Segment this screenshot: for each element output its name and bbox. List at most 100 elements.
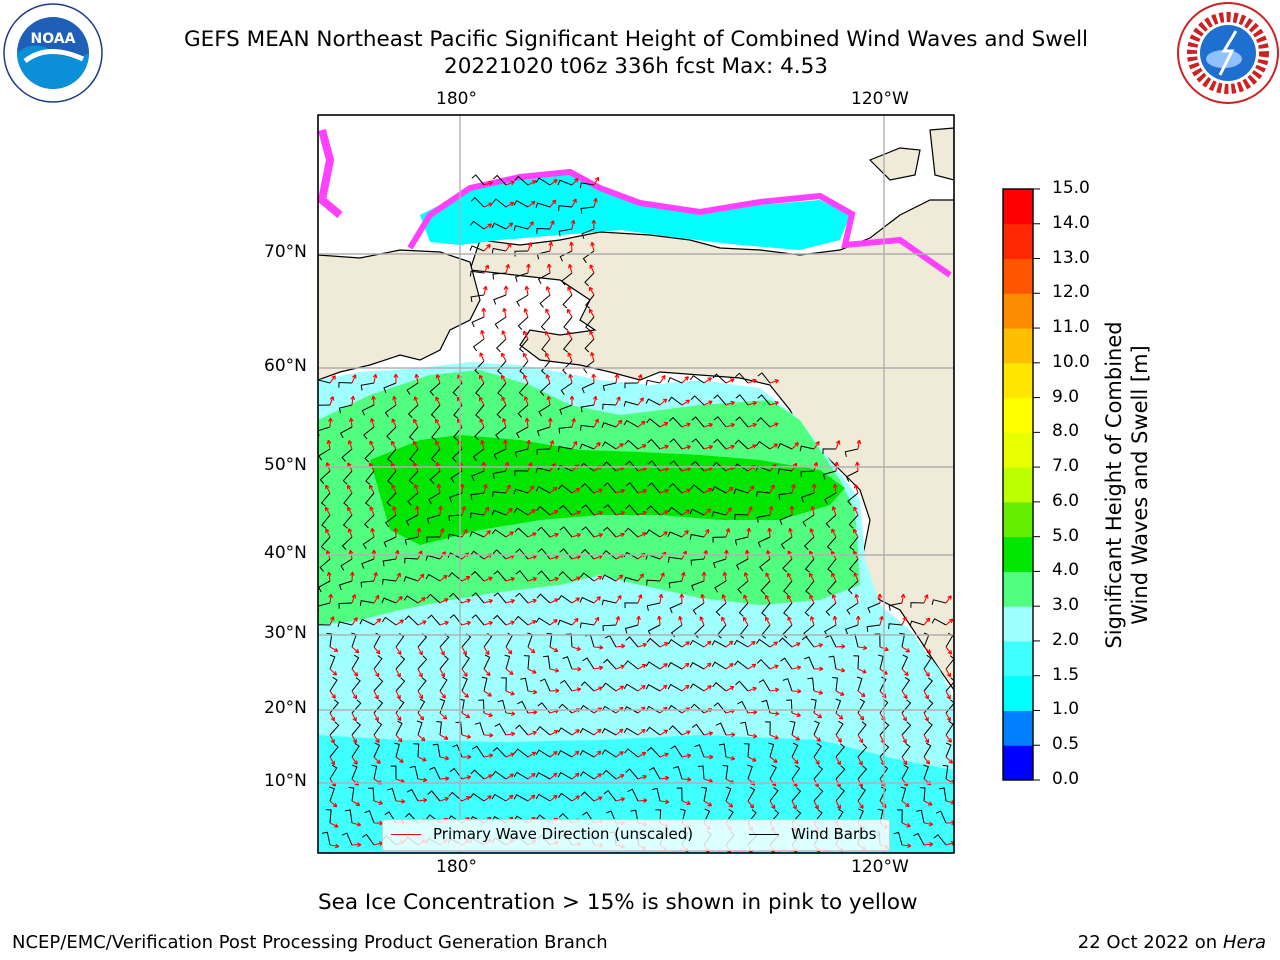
wind-barb <box>667 662 683 670</box>
wave-direction-arrow <box>945 595 952 604</box>
wind-barb <box>497 382 507 397</box>
wave-direction-arrow <box>373 800 383 805</box>
wind-barb <box>689 508 705 516</box>
wind-barb <box>491 770 507 780</box>
wind-barb <box>448 791 463 802</box>
wind-barb <box>558 426 573 434</box>
wind-barb <box>519 360 529 375</box>
wave-direction-arrow <box>369 440 375 450</box>
wind-barb <box>737 580 749 594</box>
wave-direction-arrow <box>593 773 602 780</box>
wave-direction-arrow <box>593 616 600 626</box>
wave-direction-arrow <box>571 687 582 692</box>
wind-barb <box>647 624 661 636</box>
wave-direction-arrow <box>461 646 467 656</box>
wave-direction-arrow <box>439 755 450 761</box>
wind-barb <box>471 470 485 481</box>
wind-barb <box>900 786 907 802</box>
wind-barb <box>562 656 573 670</box>
wind-barb <box>668 482 683 494</box>
wind-barb <box>755 440 771 450</box>
wind-barb <box>558 504 573 516</box>
wave-direction-arrow <box>659 663 668 670</box>
wave-direction-arrow <box>348 417 354 428</box>
wind-barb <box>691 460 705 472</box>
wave-direction-arrow <box>703 508 712 516</box>
wind-barb <box>450 470 463 483</box>
wind-barb <box>711 511 727 517</box>
wave-direction-arrow <box>351 594 357 604</box>
wave-direction-arrow <box>527 668 537 674</box>
wind-barb <box>581 526 595 538</box>
wind-barb <box>945 677 954 692</box>
wave-direction-arrow <box>417 712 425 721</box>
wave-direction-arrow <box>571 617 579 626</box>
wave-direction-arrow <box>923 841 934 847</box>
wind-barb <box>623 576 639 583</box>
wave-direction-arrow <box>350 395 356 406</box>
wind-barb <box>451 448 463 463</box>
wind-barb <box>325 809 332 824</box>
wind-barb <box>857 743 868 758</box>
wave-direction-arrow <box>479 352 485 362</box>
wind-barb <box>407 404 419 419</box>
wave-direction-arrow <box>791 800 797 810</box>
wave-direction-arrow <box>637 444 647 450</box>
wave-direction-arrow <box>523 330 529 340</box>
wind-barb <box>361 404 375 416</box>
wind-barb <box>429 470 441 484</box>
wave-direction-arrow <box>501 418 507 428</box>
wind-barb <box>712 558 727 569</box>
wave-direction-arrow <box>791 756 799 765</box>
wave-direction-arrow <box>505 620 515 626</box>
wind-barb <box>692 602 705 615</box>
wind-barb <box>874 633 881 648</box>
wind-barb <box>583 360 595 374</box>
wave-direction-arrow <box>658 593 664 604</box>
wind-barb <box>759 558 771 572</box>
colorbar-tick-label: 8.0 <box>1052 421 1080 442</box>
wind-barb <box>341 536 353 551</box>
wave-direction-arrow <box>659 752 669 758</box>
wind-barb <box>945 655 954 670</box>
wave-direction-arrow <box>659 422 669 428</box>
wind-barb <box>942 764 949 780</box>
wind-barb <box>514 615 529 626</box>
wave-direction-arrow <box>395 690 401 700</box>
wind-barb <box>492 549 507 560</box>
wind-barb <box>363 426 375 440</box>
wind-barb <box>780 657 793 670</box>
wave-direction-arrow <box>747 400 757 406</box>
wave-direction-arrow <box>373 756 381 765</box>
wind-barb <box>326 632 333 648</box>
wind-barb <box>515 570 529 582</box>
wave-direction-arrow <box>329 375 336 384</box>
wave-direction-arrow <box>813 690 824 695</box>
wind-barb <box>546 632 553 648</box>
wave-direction-arrow <box>703 754 714 760</box>
wind-barb <box>712 681 727 692</box>
wave-direction-arrow <box>768 505 774 516</box>
wave-direction-arrow <box>831 594 837 604</box>
wave-direction-arrow <box>835 712 844 720</box>
wind-barb <box>348 786 355 802</box>
wave-direction-arrow <box>589 286 595 296</box>
wave-direction-arrow <box>417 573 425 582</box>
wind-barb <box>847 492 859 506</box>
wave-direction-arrow <box>901 668 909 677</box>
wave-direction-arrow <box>659 775 670 781</box>
lat-label-20n: 20°N <box>264 698 307 718</box>
wind-barb <box>535 749 551 758</box>
wind-barb <box>471 174 485 186</box>
wind-barb <box>734 660 749 670</box>
wave-direction-arrow <box>813 441 820 450</box>
wind-barb <box>494 316 507 329</box>
wave-direction-arrow <box>591 373 597 384</box>
wave-direction-arrow <box>857 800 864 809</box>
wave-direction-arrow <box>502 307 508 318</box>
wind-barb <box>469 270 485 277</box>
wind-barb <box>478 699 485 714</box>
wind-barb <box>803 624 815 638</box>
wave-direction-arrow <box>703 422 713 428</box>
wave-direction-arrow <box>703 444 713 450</box>
